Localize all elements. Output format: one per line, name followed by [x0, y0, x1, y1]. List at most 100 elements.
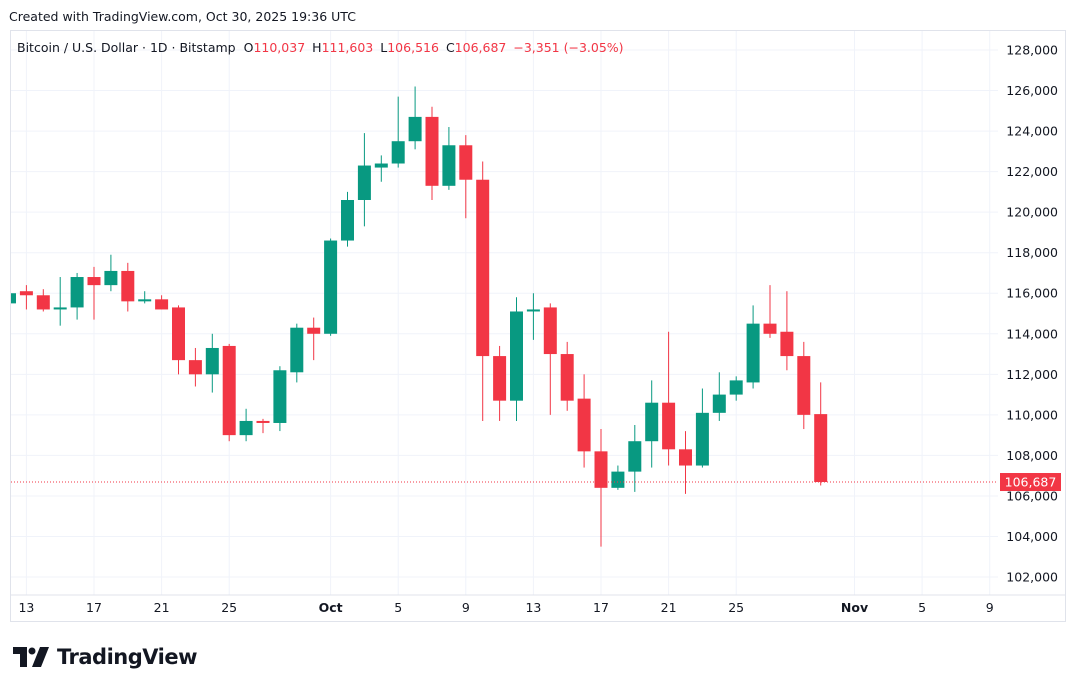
time-tick-label: 9: [462, 600, 470, 615]
last-price-line: 106,687: [11, 473, 1061, 492]
price-tick-label: 120,000: [1006, 205, 1058, 220]
time-tick-label: 13: [18, 600, 34, 615]
high-value: 111,603: [321, 40, 374, 55]
candle-down: [763, 323, 777, 334]
candle-down: [172, 307, 185, 361]
candle-up: [53, 307, 67, 310]
candle-up: [645, 402, 659, 442]
price-tick-label: 122,000: [1006, 164, 1058, 179]
price-tick-label: 116,000: [1006, 286, 1058, 301]
candles: [11, 86, 828, 547]
candle-down: [256, 420, 270, 423]
candle-up: [408, 116, 422, 142]
low-label: L: [380, 40, 388, 55]
candle-up: [70, 277, 84, 308]
candle-up: [695, 412, 709, 466]
grid-lines: [11, 31, 1065, 596]
tradingview-logo-text: TradingView: [57, 645, 197, 669]
candle-up: [341, 199, 354, 241]
candle-down: [476, 179, 490, 357]
candle-down: [87, 277, 101, 286]
candle-down: [425, 116, 439, 186]
price-tick-label: 128,000: [1006, 43, 1058, 58]
candle-down: [577, 398, 591, 452]
candle-up: [138, 299, 152, 302]
candle-up: [526, 309, 540, 312]
candle-down: [780, 331, 794, 357]
high-label: H: [312, 40, 322, 55]
candle-up: [357, 165, 371, 200]
time-tick-label: 5: [394, 600, 402, 615]
close-label: C: [445, 40, 455, 55]
candle-down: [543, 307, 557, 355]
candle-down: [155, 299, 169, 310]
time-tick-label: 17: [593, 600, 609, 615]
candle-up: [273, 370, 287, 423]
candle-up: [746, 323, 760, 383]
chart-frame: [10, 30, 1066, 622]
price-tick-label: 114,000: [1006, 326, 1058, 341]
created-with-header: Created with TradingView.com, Oct 30, 20…: [9, 9, 356, 24]
candle-down: [19, 291, 33, 296]
candle-down: [662, 402, 676, 450]
candle-down: [459, 145, 473, 180]
price-axis: 102,000 104,000 106,000 108,000 110,000 112,0…: [1006, 43, 1058, 585]
candle-up: [11, 293, 16, 304]
candle-down: [679, 449, 692, 466]
candle-down: [36, 295, 50, 310]
candle-up: [290, 327, 304, 373]
time-tick-label: Oct: [319, 600, 343, 615]
candle-down: [797, 356, 811, 415]
candle-down: [188, 360, 202, 375]
candle-up: [391, 141, 405, 164]
tradingview-logo-icon: [13, 647, 49, 667]
candle-down: [121, 270, 135, 302]
open-value: 110,037: [253, 40, 306, 55]
candle-down: [307, 327, 321, 334]
candle-down: [814, 414, 828, 483]
time-axis: 13 17 21 25 Oct 5 9 13 17 21 25 Nov 5 9: [18, 600, 993, 615]
time-tick-label: 21: [154, 600, 170, 615]
candle-up: [324, 240, 338, 334]
time-tick-label: 9: [986, 600, 994, 615]
candle-down: [493, 356, 507, 401]
candle-up: [628, 441, 642, 472]
price-tick-label: 110,000: [1006, 407, 1058, 422]
last-price-badge: [1000, 473, 1061, 492]
time-tick-label: 21: [661, 600, 677, 615]
price-tick-label: 118,000: [1006, 245, 1058, 260]
symbol-legend: Bitcoin / U.S. Dollar · 1D · Bitstamp O11…: [17, 40, 631, 55]
low-value: 106,516: [387, 40, 439, 55]
candle-up: [729, 380, 743, 395]
price-tick-label: 108,000: [1006, 448, 1058, 463]
candle-up: [442, 145, 456, 186]
candle-up: [611, 471, 625, 488]
candle-down: [222, 345, 236, 436]
candle-up: [374, 163, 388, 168]
time-tick-label: 5: [918, 600, 926, 615]
candle-up: [239, 420, 253, 436]
open-label: O: [243, 40, 254, 55]
price-tick-label: 126,000: [1006, 83, 1058, 98]
symbol-title[interactable]: Bitcoin / U.S. Dollar · 1D · Bitstamp: [17, 40, 236, 55]
time-tick-label: 25: [221, 600, 237, 615]
candle-up: [712, 394, 726, 413]
candle-up: [205, 347, 219, 375]
price-tick-label: 102,000: [1006, 570, 1058, 585]
time-tick-label: 25: [728, 600, 744, 615]
price-tick-label: 106,000: [1006, 488, 1058, 503]
change-value: −3,351 (−3.05%): [513, 40, 624, 55]
last-price-label: 106,687: [1005, 475, 1057, 490]
price-tick-label: 104,000: [1006, 529, 1058, 544]
candle-down: [594, 451, 608, 488]
candle-up: [104, 270, 118, 286]
candle-down: [560, 354, 574, 401]
candle-up: [510, 311, 523, 401]
price-tick-label: 112,000: [1006, 367, 1058, 382]
time-tick-label: 13: [525, 600, 541, 615]
tradingview-logo[interactable]: TradingView: [13, 645, 197, 669]
close-value: 106,687: [454, 40, 507, 55]
time-tick-label: Nov: [841, 600, 868, 615]
time-tick-label: 17: [86, 600, 102, 615]
